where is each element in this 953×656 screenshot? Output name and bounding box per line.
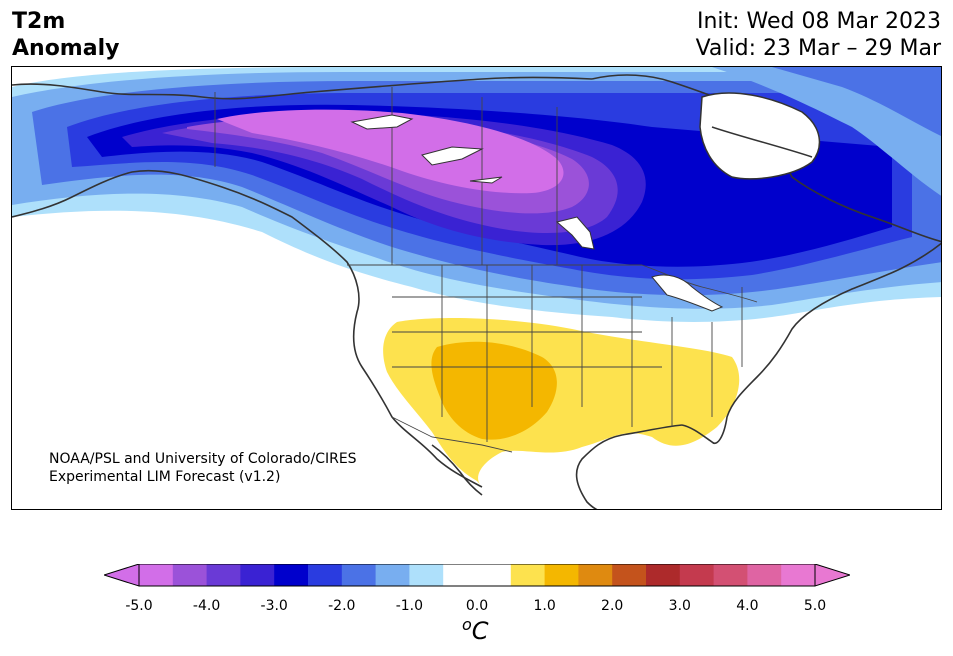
colorbar-cell <box>240 564 275 586</box>
colorbar-tick-label: 5.0 <box>803 598 827 614</box>
colorbar-cell <box>206 564 241 586</box>
colorbar-tick-label: -3.0 <box>260 598 288 614</box>
colorbar-tick-label: -4.0 <box>192 598 221 614</box>
colorbar-cell <box>477 564 512 586</box>
colorbar-tick-label: -2.0 <box>328 598 356 614</box>
colorbar-tick-label: -5.0 <box>125 598 153 614</box>
colorbar-cell <box>139 564 174 586</box>
unit-celsius: C <box>471 617 489 645</box>
colorbar-tick-label: -1.0 <box>395 598 424 614</box>
colorbar-cell <box>274 564 309 586</box>
colorbar-cell <box>308 564 343 586</box>
colorbar-cell <box>679 564 715 586</box>
colorbar-tick-label: 4.0 <box>736 598 759 614</box>
credit-text: NOAA/PSL and University of Colorado/CIRE… <box>49 450 357 486</box>
colorbar-cell <box>510 564 546 586</box>
title-line-2: Anomaly <box>12 36 120 61</box>
colorbar-cell <box>713 564 748 586</box>
title-line-1: T2m <box>12 9 66 34</box>
warm-anomaly-field <box>383 317 740 487</box>
date-info: Init: Wed 08 Mar 2023 Valid: 23 Mar – 29… <box>696 8 941 62</box>
colorbar-tick-label: 2.0 <box>601 598 624 614</box>
valid-range: Valid: 23 Mar – 29 Mar <box>695 36 941 61</box>
colorbar-cell <box>375 564 410 586</box>
colorbar <box>104 564 850 587</box>
colorbar-cell <box>409 564 444 586</box>
colorbar-border <box>138 564 816 587</box>
cold-anomaly-field <box>12 67 941 322</box>
colorbar-unit: oC <box>462 615 489 645</box>
colorbar-cell <box>747 564 782 586</box>
lakes <box>350 114 724 312</box>
colorbar-cell <box>443 564 478 586</box>
colorbar-tick-label: 1.0 <box>533 598 556 614</box>
colorbar-under-arrow <box>104 564 140 587</box>
colorbar-cell <box>544 564 579 586</box>
credit-line-1: NOAA/PSL and University of Colorado/CIRE… <box>49 451 357 467</box>
map-canvas <box>12 67 941 509</box>
init-date: Init: Wed 08 Mar 2023 <box>696 9 941 34</box>
colorbar-cells <box>139 564 816 586</box>
colorbar-cell <box>341 564 377 586</box>
colorbar-cell <box>646 564 681 586</box>
colorbar-tick-label: 0.0 <box>465 598 489 614</box>
colorbar-cell <box>781 564 816 586</box>
credit-line-2: Experimental LIM Forecast (v1.2) <box>49 469 281 485</box>
colorbar-cell <box>612 564 647 586</box>
anomaly-map <box>11 66 942 510</box>
map-title: T2m Anomaly <box>12 8 119 62</box>
colorbar-cell <box>578 564 613 586</box>
hudson-bay <box>699 92 821 180</box>
unit-degree: o <box>462 615 472 634</box>
colorbar-over-arrow <box>814 564 850 587</box>
colorbar-cell <box>172 564 208 586</box>
colorbar-tick-label: 3.0 <box>668 598 691 614</box>
